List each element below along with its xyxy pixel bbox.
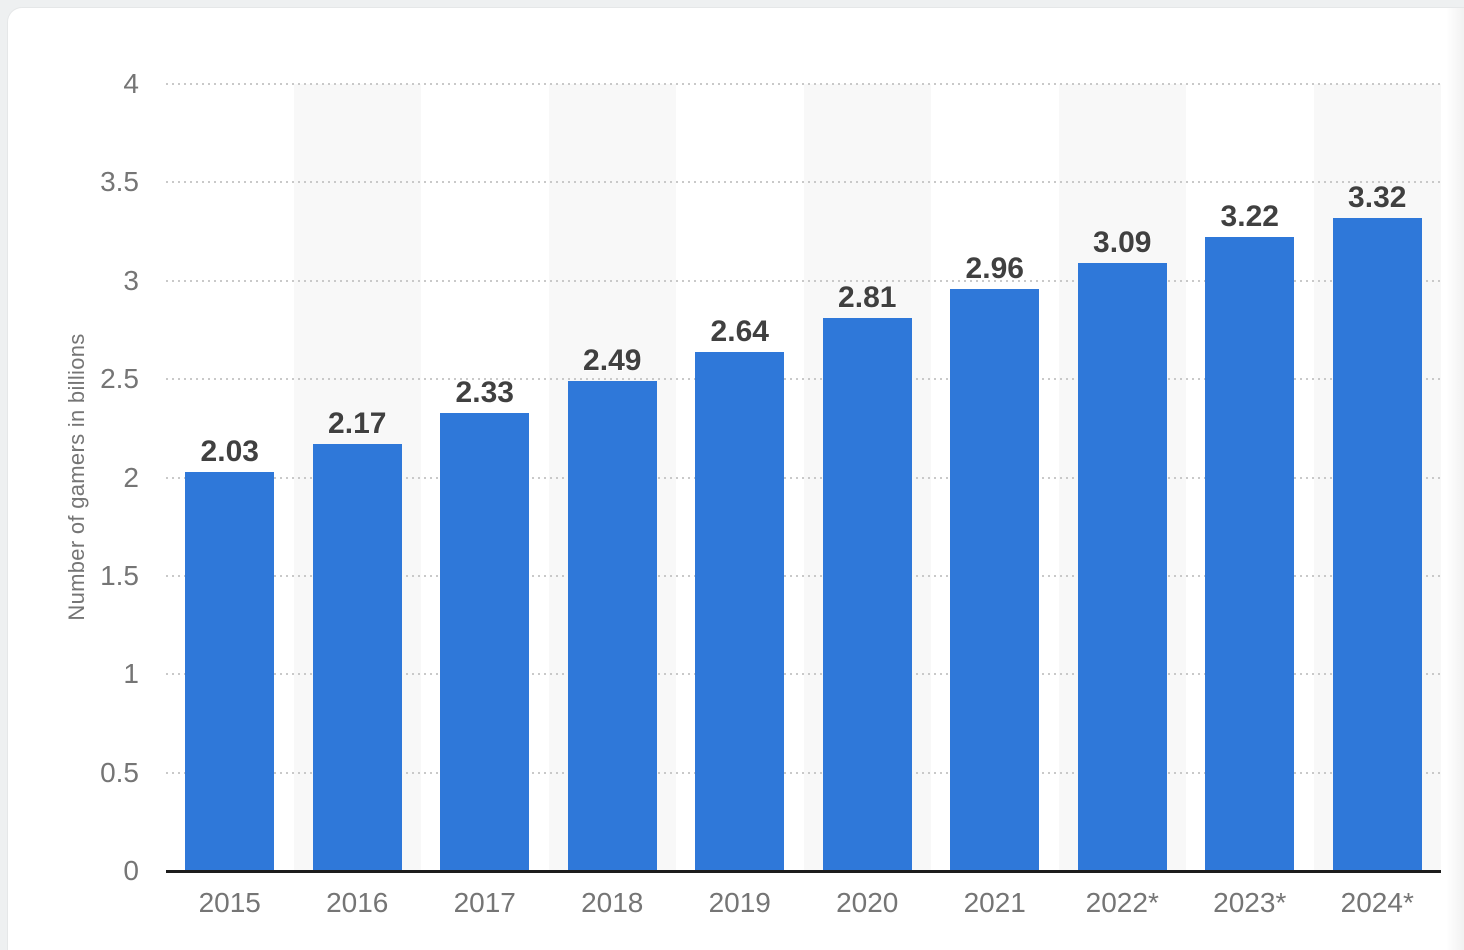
gridline-0.5 <box>166 771 1441 774</box>
bar-2015[interactable] <box>185 471 275 871</box>
bar-2022*[interactable] <box>1077 263 1167 871</box>
x-tick-label-2023*: 2023* <box>1213 887 1287 918</box>
gridline-3.5 <box>166 181 1441 184</box>
bar-value-label-2022*: 3.09 <box>1093 226 1152 260</box>
bar-value-label-2015: 2.03 <box>200 434 259 468</box>
chart-card: Number of gamers in billions 2.03 2.17 2.3… <box>8 8 1464 950</box>
bar-2018[interactable] <box>567 381 657 871</box>
y-tick-label-1: 1 <box>123 658 139 690</box>
bar-value-label-2021: 2.96 <box>965 251 1024 285</box>
y-tick-label-0: 0 <box>123 855 139 886</box>
y-tick-label-0.5: 0.5 <box>100 756 139 788</box>
gridline-2.5 <box>166 378 1441 381</box>
x-tick-label-2024*: 2024* <box>1340 887 1414 918</box>
bar-2016[interactable] <box>312 444 402 871</box>
plot-area: 2.03 2.17 2.33 2.49 2.64 2.81 2.96 3.09 3.22 3.32 <box>166 83 1441 873</box>
gridline-4 <box>166 83 1441 85</box>
bar-value-label-2016: 2.17 <box>328 407 387 441</box>
x-tick-label-2020: 2020 <box>836 887 899 918</box>
bar-2017[interactable] <box>440 412 530 871</box>
gridline-1.5 <box>166 574 1441 577</box>
y-tick-label-1.5: 1.5 <box>100 559 139 591</box>
y-tick-label-3: 3 <box>123 264 139 296</box>
y-tick-label-4: 4 <box>123 68 139 99</box>
bar-2021[interactable] <box>950 288 1040 871</box>
bar-value-label-2019: 2.64 <box>710 314 769 348</box>
x-tick-label-2016: 2016 <box>326 887 389 918</box>
y-tick-label-3.5: 3.5 <box>100 166 139 198</box>
y-tick-label-2: 2 <box>123 461 139 493</box>
x-tick-label-2015: 2015 <box>198 887 261 918</box>
bar-value-label-2024*: 3.32 <box>1348 180 1407 214</box>
bar-2020[interactable] <box>822 318 912 871</box>
x-tick-label-2019: 2019 <box>708 887 771 918</box>
bar-2024*[interactable] <box>1332 217 1422 871</box>
gridline-1 <box>166 673 1441 676</box>
right-edge-shadow <box>1446 8 1464 950</box>
x-tick-label-2022*: 2022* <box>1085 887 1159 918</box>
bar-2019[interactable] <box>695 351 785 871</box>
x-axis-line <box>166 870 1441 873</box>
bar-value-label-2023*: 3.22 <box>1220 200 1279 234</box>
x-tick-label-2018: 2018 <box>581 887 644 918</box>
bar-value-label-2018: 2.49 <box>583 344 642 378</box>
bar-value-label-2020: 2.81 <box>838 281 897 315</box>
x-tick-label-2017: 2017 <box>453 887 516 918</box>
gridline-2 <box>166 476 1441 479</box>
x-tick-label-2021: 2021 <box>963 887 1026 918</box>
gridline-3 <box>166 279 1441 282</box>
bar-value-label-2017: 2.33 <box>455 375 514 409</box>
y-tick-label-2.5: 2.5 <box>100 363 139 395</box>
bar-2023*[interactable] <box>1205 237 1295 871</box>
